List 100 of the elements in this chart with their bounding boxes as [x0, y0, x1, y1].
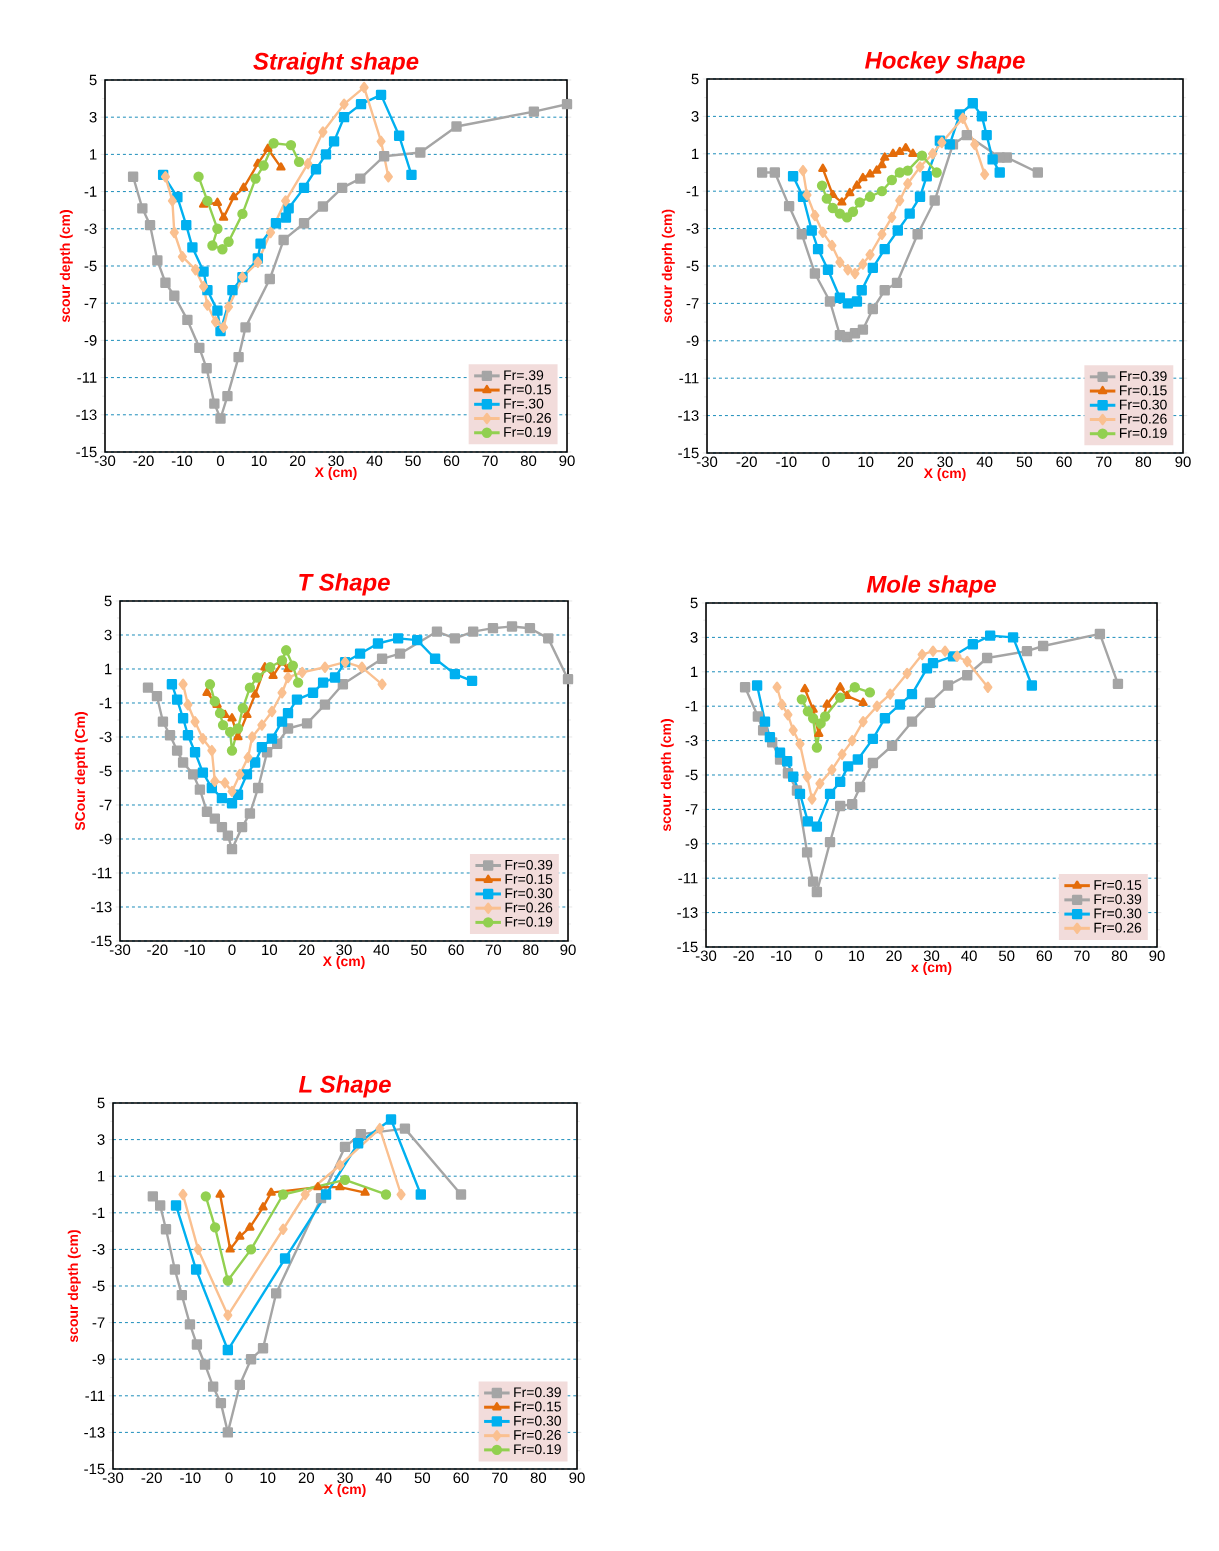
legend-label: Fr=0.15 [505, 874, 553, 884]
y-tick-label: -15 [84, 1463, 105, 1475]
x-tick-label: 10 [251, 455, 267, 467]
y-tick-label: -9 [685, 838, 698, 850]
y-tick-label: 1 [98, 1171, 105, 1182]
y-tick-label: -13 [678, 410, 699, 421]
y-axis-title: scour depth (cm) [67, 1230, 81, 1343]
x-tick-label: -20 [733, 950, 754, 962]
x-tick-label: -30 [695, 950, 717, 962]
x-tick-label: 20 [298, 1472, 315, 1484]
y-tick-label: -15 [91, 935, 112, 947]
y-tick-label: -1 [686, 186, 699, 197]
x-tick-label: 80 [1111, 950, 1128, 962]
y-tick-label: 5 [104, 595, 112, 607]
y-tick-label: -11 [85, 1390, 105, 1401]
y-tick-label: -1 [685, 701, 698, 712]
y-tick-label: -5 [84, 260, 97, 272]
x-tick-label: 0 [822, 456, 830, 468]
legend-label: Fr=0.19 [1119, 428, 1167, 438]
x-tick-label: 50 [998, 950, 1015, 962]
chart-title: Straight shape [253, 52, 419, 75]
x-tick-label: -20 [736, 456, 757, 468]
x-tick-label: 40 [976, 456, 993, 468]
x-tick-label: 50 [405, 455, 421, 467]
legend-label: Fr=0.26 [504, 412, 551, 423]
x-tick-label: 10 [260, 1472, 276, 1484]
x-tick-label: -20 [147, 944, 168, 956]
y-tick-label: -11 [77, 372, 97, 383]
y-tick-label: -5 [686, 260, 699, 272]
legend-label: Fr=0.30 [514, 1415, 562, 1426]
x-tick-label: 20 [897, 456, 914, 468]
y-tick-label: -13 [84, 1427, 105, 1438]
x-tick-label: 60 [453, 1472, 469, 1484]
y-tick-label: -13 [76, 409, 97, 421]
legend-label: Fr=0.15 [514, 1401, 561, 1412]
x-tick-label: 30 [337, 1472, 353, 1484]
y-tick-label: -5 [685, 769, 698, 781]
x-tick-label: -30 [102, 1472, 124, 1484]
y-tick-label: 1 [105, 663, 112, 675]
legend-label: Fr=0.19 [504, 427, 551, 438]
y-tick-label: -3 [99, 731, 112, 743]
x-tick-label: 0 [228, 944, 236, 956]
x-tick-label: 30 [328, 455, 344, 467]
y-tick-label: -7 [99, 799, 112, 811]
x-tick-label: -10 [184, 944, 205, 956]
legend-label: Fr=0.19 [514, 1444, 561, 1455]
x-tick-label: -20 [133, 455, 154, 467]
y-axis-title: scour deprh (cm) [661, 209, 675, 323]
y-tick-label: -11 [92, 867, 112, 879]
y-tick-label: -9 [686, 335, 699, 347]
y-tick-label: -9 [99, 833, 112, 845]
legend-label: Fr=0.39 [514, 1387, 561, 1398]
chart-title: T Shape [299, 573, 390, 596]
x-tick-label: 50 [410, 944, 427, 956]
x-tick-label: -10 [771, 950, 792, 962]
x-tick-label: 30 [937, 456, 953, 468]
x-tick-label: 90 [560, 944, 576, 956]
y-tick-label: -5 [92, 1280, 105, 1292]
legend-label: Fr=0.39 [505, 859, 553, 870]
x-tick-label: 70 [482, 455, 498, 467]
y-tick-label: 3 [97, 1134, 105, 1145]
x-tick-label: -30 [94, 455, 116, 467]
y-tick-label: 1 [692, 148, 699, 159]
y-tick-label: 5 [89, 74, 97, 86]
y-tick-label: -5 [99, 765, 112, 777]
y-axis-title: scour depth (cm) [59, 210, 73, 323]
x-axis-title: X (cm) [923, 467, 966, 481]
chart-title: L Shape [298, 1075, 391, 1098]
x-tick-label: -10 [171, 455, 193, 467]
y-tick-label: 3 [691, 111, 699, 122]
y-tick-label: -3 [84, 223, 97, 235]
y-tick-label: -1 [99, 697, 112, 709]
x-tick-label: 80 [523, 944, 539, 956]
legend-label: Fr=0.15 [1119, 385, 1167, 396]
legend-label: Fr=0.26 [1119, 413, 1167, 424]
x-tick-label: 60 [443, 455, 460, 467]
legend-label: Fr=.39 [504, 370, 544, 381]
x-tick-label: 40 [373, 944, 390, 956]
y-tick-label: -7 [84, 298, 97, 309]
y-tick-label: -9 [84, 335, 97, 346]
x-tick-label: 40 [961, 950, 977, 962]
y-tick-label: -3 [686, 223, 699, 234]
x-tick-label: 80 [1135, 456, 1152, 468]
y-tick-label: -7 [92, 1317, 105, 1328]
legend-label: Fr=0.30 [1094, 908, 1142, 919]
x-tick-label: -10 [180, 1472, 201, 1484]
y-tick-label: -13 [91, 901, 112, 913]
x-tick-label: 80 [530, 1472, 547, 1484]
x-tick-label: 70 [492, 1472, 508, 1484]
y-tick-label: -3 [685, 735, 698, 746]
legend-label: Fr=0.39 [1119, 371, 1167, 382]
legend-label: Fr=.30 [504, 398, 544, 409]
legend-label: Fr=0.19 [505, 916, 553, 927]
x-tick-label: 30 [336, 944, 352, 956]
x-tick-label: 70 [1096, 456, 1112, 468]
x-tick-label: 10 [262, 944, 278, 956]
y-tick-label: 3 [690, 632, 698, 643]
y-tick-label: -13 [677, 907, 698, 918]
y-tick-label: -1 [92, 1207, 105, 1218]
legend-label: Fr=0.30 [1119, 399, 1167, 410]
